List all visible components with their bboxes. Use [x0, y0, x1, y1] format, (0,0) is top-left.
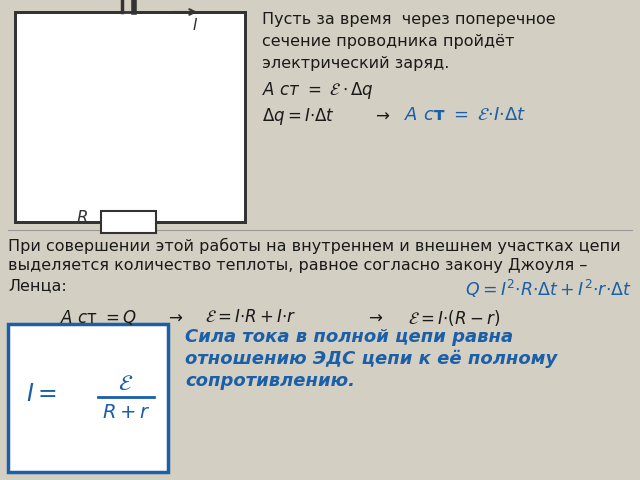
Text: Пусть за время  через поперечное: Пусть за время через поперечное: [262, 12, 556, 27]
Text: Сила тока в полной цепи равна: Сила тока в полной цепи равна: [185, 328, 513, 346]
Text: $\mathit{A}\ \mathit{с}$т $= Q$: $\mathit{A}\ \mathit{с}$т $= Q$: [60, 308, 136, 327]
Text: выделяется количество теплоты, равное согласно закону Джоуля –: выделяется количество теплоты, равное со…: [8, 258, 588, 273]
Text: $R+r$: $R+r$: [102, 403, 150, 421]
Text: $A\ \mathit{с}$т $= \ \mathcal{E}\cdot\Delta q$: $A\ \mathit{с}$т $= \ \mathcal{E}\cdot\D…: [262, 80, 374, 101]
Text: $Q = I^2{\cdot}R{\cdot}\Delta t + I^2{\cdot}r{\cdot}\Delta t$: $Q = I^2{\cdot}R{\cdot}\Delta t + I^2{\c…: [465, 278, 632, 300]
Text: $\rightarrow$: $\rightarrow$: [165, 308, 184, 326]
Text: R: R: [77, 209, 88, 227]
Text: сопротивлению.: сопротивлению.: [185, 372, 355, 390]
Bar: [8, 324, 168, 472]
Text: $\rightarrow$: $\rightarrow$: [372, 106, 390, 124]
Text: сечение проводника пройдёт: сечение проводника пройдёт: [262, 34, 515, 49]
Text: $I =$: $I =$: [26, 382, 57, 406]
Text: $\mathcal{E}$: $\mathcal{E}$: [118, 374, 134, 394]
Text: отношению ЭДС цепи к её полному: отношению ЭДС цепи к её полному: [185, 350, 557, 368]
Bar: [100, 211, 156, 233]
Bar: [15, 12, 245, 222]
Text: $\rightarrow$: $\rightarrow$: [365, 308, 383, 326]
Text: Ленца:: Ленца:: [8, 278, 67, 293]
Text: электрический заряд.: электрический заряд.: [262, 56, 449, 71]
Text: При совершении этой работы на внутреннем и внешнем участках цепи: При совершении этой работы на внутреннем…: [8, 238, 621, 254]
Text: $\mathcal{E} = I{\cdot}(R - r)$: $\mathcal{E} = I{\cdot}(R - r)$: [408, 308, 500, 328]
Text: $\mathcal{E} = I{\cdot}R + I{\cdot}r$: $\mathcal{E} = I{\cdot}R + I{\cdot}r$: [205, 308, 296, 326]
Text: I: I: [193, 18, 197, 33]
Text: $\mathit{A}\ \mathit{с}$т $=\ \mathcal{E}{\cdot}I{\cdot}\Delta t$: $\mathit{A}\ \mathit{с}$т $=\ \mathcal{E…: [404, 106, 526, 124]
Text: $\Delta q = I{\cdot}\Delta t$: $\Delta q = I{\cdot}\Delta t$: [262, 106, 335, 127]
